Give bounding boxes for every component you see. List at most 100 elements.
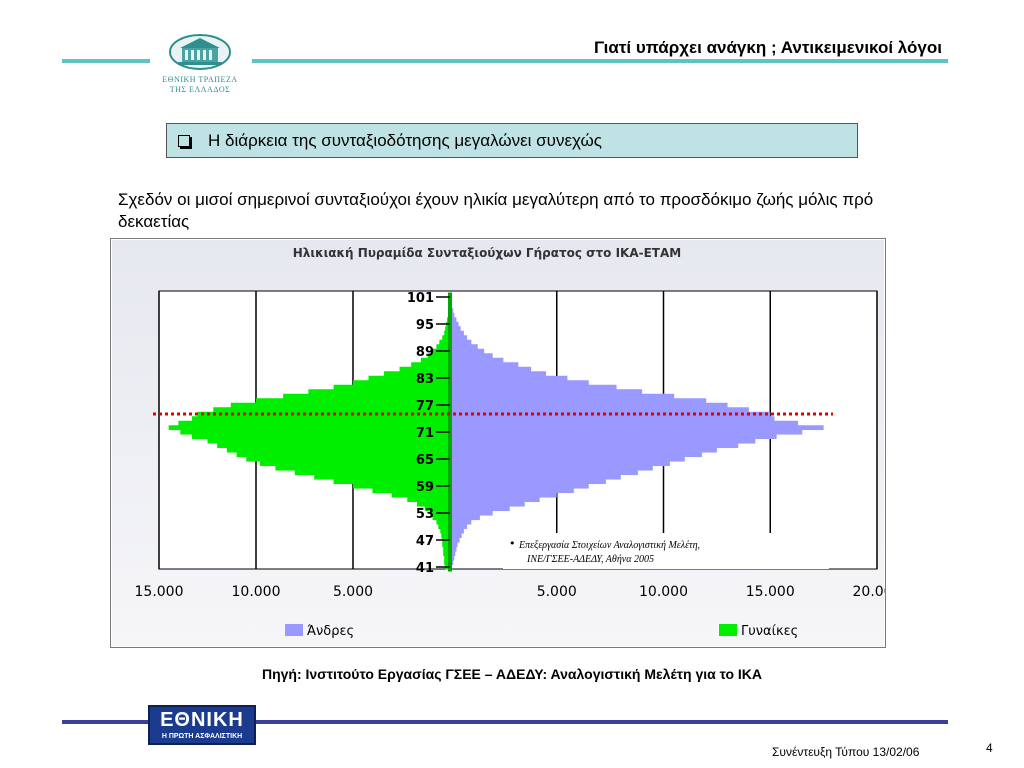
- bar-men: [450, 429, 803, 435]
- bar-men: [450, 533, 462, 539]
- bar-men: [450, 317, 457, 323]
- bar-women: [391, 492, 450, 498]
- bar-women: [444, 330, 450, 336]
- series-women: [168, 294, 450, 570]
- bar-men: [450, 452, 702, 458]
- bar-men: [450, 371, 547, 377]
- bar-men: [450, 380, 589, 386]
- x-tick-label: 5.000: [333, 584, 373, 600]
- bar-women: [213, 407, 450, 413]
- bar-women: [442, 335, 450, 341]
- bar-women: [439, 339, 450, 345]
- bar-women: [353, 483, 450, 489]
- bullet-text: Η διάρκεια της συνταξιοδότησης μεγαλώνει…: [208, 130, 602, 150]
- bar-men: [450, 483, 589, 489]
- bar-men: [450, 488, 574, 494]
- bar-men: [450, 362, 519, 368]
- bar-women: [441, 533, 450, 539]
- bar-women: [283, 393, 450, 399]
- bar-women: [411, 362, 450, 368]
- bar-women: [384, 371, 450, 377]
- bar-men: [450, 335, 468, 341]
- bar-women: [314, 474, 450, 480]
- bar-men: [450, 447, 717, 453]
- bar-women: [436, 344, 450, 350]
- chart-svg: Ηλικιακή Πυραμίδα Συνταξιούχων Γήρατος σ…: [112, 240, 886, 646]
- y-tick-label: 83: [416, 372, 434, 387]
- bar-men: [450, 402, 728, 408]
- bar-women: [424, 506, 450, 512]
- y-tick-label: 77: [416, 399, 434, 414]
- y-tick-labels: 101 95 89 83 77 71 65 59 53 47 41: [407, 291, 450, 576]
- bullet-box: Η διάρκεια της συνταξιοδότησης μεγαλώνει…: [166, 123, 858, 158]
- header-rule-right: [252, 59, 948, 63]
- y-tick-label: 59: [416, 480, 434, 495]
- bar-women: [178, 420, 450, 426]
- bar-men: [450, 510, 493, 516]
- pyramid-chart: Ηλικιακή Πυραμίδα Συνταξιούχων Γήρατος σ…: [110, 238, 886, 648]
- bar-men: [450, 353, 493, 359]
- bar-women: [353, 380, 450, 386]
- bar-women: [256, 398, 450, 404]
- logo-line1: ΕΘΝΙΚΗ ΤΡΑΠΕΖΑ: [162, 75, 237, 84]
- bar-men: [450, 438, 756, 444]
- bar-women: [191, 416, 450, 422]
- footer-logo-sub: Η ΠΡΩΤΗ ΑΣΦΑΛΙΣΤΙΚΗ: [161, 733, 243, 740]
- bar-men: [450, 479, 606, 485]
- bar-women: [333, 384, 450, 390]
- bar-men: [450, 357, 504, 363]
- chart-title: Ηλικιακή Πυραμίδα Συνταξιούχων Γήρατος σ…: [293, 246, 681, 260]
- bar-men: [450, 330, 464, 336]
- series-men: [450, 294, 824, 570]
- bar-women: [444, 555, 450, 561]
- y-tick-label: 65: [416, 453, 434, 468]
- bar-men: [450, 542, 458, 548]
- bar-women: [443, 551, 450, 557]
- bar-men: [450, 375, 568, 381]
- x-tick-label: 10.000: [232, 584, 281, 600]
- svg-text:•: •: [509, 537, 516, 550]
- y-tick-label: 89: [416, 345, 434, 360]
- bar-women: [207, 438, 450, 444]
- logo-line2: ΤΗΣ ΕΛΛΑΔΟΣ: [170, 85, 231, 94]
- bar-men: [450, 497, 540, 503]
- bar-men: [450, 326, 461, 332]
- bar-women: [440, 528, 450, 534]
- x-tick-label: 15.000: [135, 584, 184, 600]
- bar-men: [450, 456, 685, 462]
- bar-men: [450, 506, 510, 512]
- bar-men: [450, 321, 459, 327]
- bar-men: [450, 312, 455, 318]
- bar-women: [275, 465, 450, 471]
- x-tick-label: 20.000: [853, 584, 886, 600]
- bar-women: [259, 461, 450, 467]
- bar-men: [450, 501, 525, 507]
- bar-men: [450, 366, 532, 372]
- bar-women: [294, 470, 450, 476]
- bar-men: [450, 407, 749, 413]
- bar-women: [236, 452, 450, 458]
- bar-men: [450, 546, 457, 552]
- bar-women: [442, 542, 450, 548]
- bar-men: [450, 425, 824, 431]
- header-rule-left: [62, 59, 150, 63]
- bar-women: [368, 375, 450, 381]
- y-tick-label: 47: [416, 534, 434, 549]
- bar-men: [450, 555, 455, 561]
- bar-men: [450, 537, 460, 543]
- bank-logo: ΕΘΝΙΚΗ ΤΡΑΠΕΖΑ ΤΗΣ ΕΛΛΑΔΟΣ: [140, 30, 260, 100]
- legend-swatch-men: [285, 624, 303, 636]
- annotation-line2: ΙΝΕ/ΓΣΕΕ-ΑΔΕΔΥ, Αθήνα 2005: [526, 554, 654, 565]
- bar-men: [450, 389, 643, 395]
- bar-men: [450, 528, 464, 534]
- bar-men: [450, 492, 557, 498]
- y-tick-label: 101: [407, 291, 434, 306]
- bar-women: [168, 425, 450, 431]
- bar-women: [420, 357, 450, 363]
- bar-women: [427, 353, 450, 359]
- annotation-line1: Επεξεργασία Στοιχείων Αναλογιστική Μελέτ…: [518, 540, 700, 551]
- intro-text: Σχεδόν οι μισοί σημερινοί συνταξιούχοι έ…: [118, 190, 874, 231]
- bar-men: [450, 551, 456, 557]
- slide-title: Γιατί υπάρχει ανάγκη ; Αντικειμενικοί λό…: [593, 38, 942, 57]
- bar-women: [432, 515, 450, 521]
